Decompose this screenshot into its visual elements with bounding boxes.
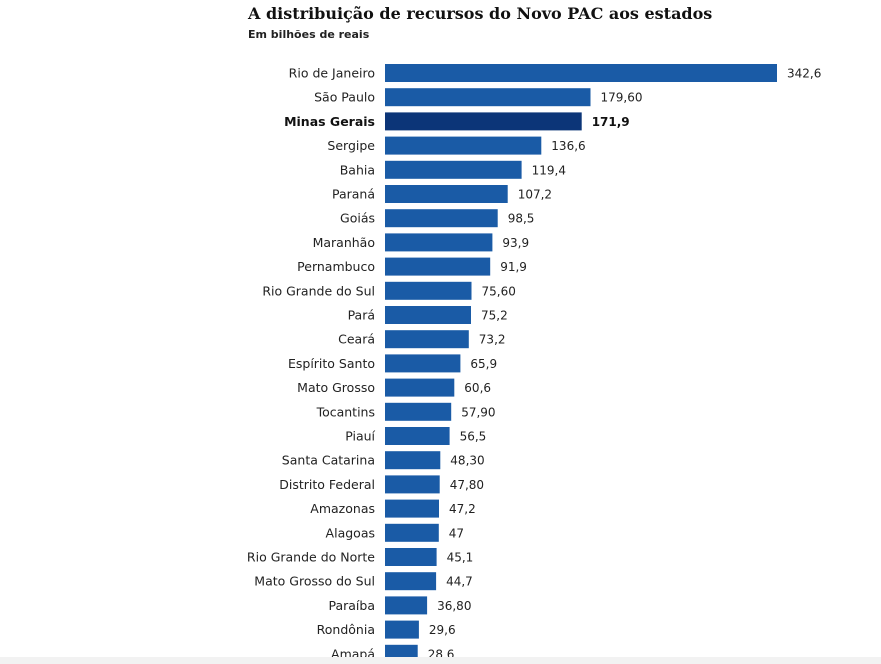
bar [385, 281, 472, 300]
bar [385, 378, 455, 397]
value-label: 48,30 [450, 454, 484, 468]
bar [385, 354, 461, 373]
bar [385, 136, 542, 155]
value-label: 47 [449, 526, 464, 540]
value-label: 107,2 [518, 188, 552, 202]
chart-title: A distribuição de recursos do Novo PAC a… [248, 4, 713, 23]
bar [385, 572, 437, 591]
bar [385, 209, 498, 228]
bar [385, 475, 440, 494]
value-label: 136,6 [551, 139, 585, 153]
value-label: 93,9 [502, 236, 529, 250]
category-label: Rondônia [317, 622, 375, 637]
category-label: Rio de Janeiro [289, 66, 375, 81]
value-label: 75,2 [481, 309, 508, 323]
bar [385, 523, 439, 542]
value-label: 75,60 [482, 284, 516, 298]
category-label: Goiás [340, 211, 375, 226]
bar [385, 330, 469, 349]
category-label: Piauí [345, 429, 375, 444]
category-label: Ceará [338, 332, 375, 347]
category-label: Paraíba [328, 598, 375, 613]
category-label: Sergipe [327, 138, 375, 153]
bar [385, 402, 452, 421]
category-label: Bahia [340, 162, 375, 177]
category-label: Maranhão [313, 235, 375, 250]
value-label: 44,7 [446, 575, 473, 589]
value-label: 65,9 [470, 357, 497, 371]
value-label: 98,5 [508, 212, 535, 226]
value-label: 91,9 [500, 260, 527, 274]
value-label: 29,6 [429, 623, 456, 637]
chart-subtitle: Em bilhões de reais [248, 28, 370, 41]
bar [385, 185, 508, 203]
category-label: Paraná [332, 187, 375, 202]
category-labels-group: Rio de Janeiro São Paulo Minas Gerais Sergi… [247, 66, 376, 662]
category-label: Santa Catarina [282, 453, 375, 468]
category-label: São Paulo [314, 90, 375, 105]
bar [385, 499, 439, 518]
value-label: 73,2 [479, 333, 506, 347]
value-label: 45,1 [447, 551, 474, 565]
bar [385, 233, 493, 252]
category-label: Tocantins [316, 404, 375, 419]
category-label: Rio Grande do Norte [247, 550, 375, 565]
category-label: Mato Grosso do Sul [254, 574, 375, 589]
value-label: 36,80 [437, 599, 471, 613]
bar [385, 88, 591, 107]
bars-group [385, 64, 777, 663]
value-label: 60,6 [464, 381, 491, 395]
bar [385, 596, 428, 615]
category-label: Minas Gerais [284, 114, 375, 129]
value-label: 47,2 [449, 502, 476, 516]
value-label: 47,80 [450, 478, 484, 492]
bar [385, 427, 450, 445]
bar [385, 620, 419, 639]
bar [385, 160, 522, 179]
value-labels-group: 342,6 179,60 171,9 136,6 119,4 107,2 98,5 93,9 9… [428, 67, 822, 662]
value-label: 179,60 [601, 91, 643, 105]
category-label: Amazonas [310, 501, 375, 516]
category-label: Alagoas [326, 525, 375, 540]
bar [385, 548, 437, 566]
bottom-scroll-band [0, 657, 881, 664]
bar [385, 257, 491, 276]
category-label: Espírito Santo [288, 356, 375, 371]
bar [385, 306, 471, 324]
category-label: Mato Grosso [297, 380, 375, 395]
category-label: Pernambuco [297, 259, 375, 274]
value-label: 56,5 [460, 430, 487, 444]
bar [385, 451, 441, 470]
value-label: 342,6 [787, 67, 821, 81]
category-label: Distrito Federal [279, 477, 375, 492]
category-label: Rio Grande do Sul [262, 283, 375, 298]
bar [385, 64, 777, 82]
bar [385, 112, 582, 131]
value-label: 57,90 [461, 405, 495, 419]
value-label: 119,4 [532, 163, 566, 177]
value-label: 171,9 [592, 115, 630, 129]
category-label: Pará [348, 308, 375, 323]
